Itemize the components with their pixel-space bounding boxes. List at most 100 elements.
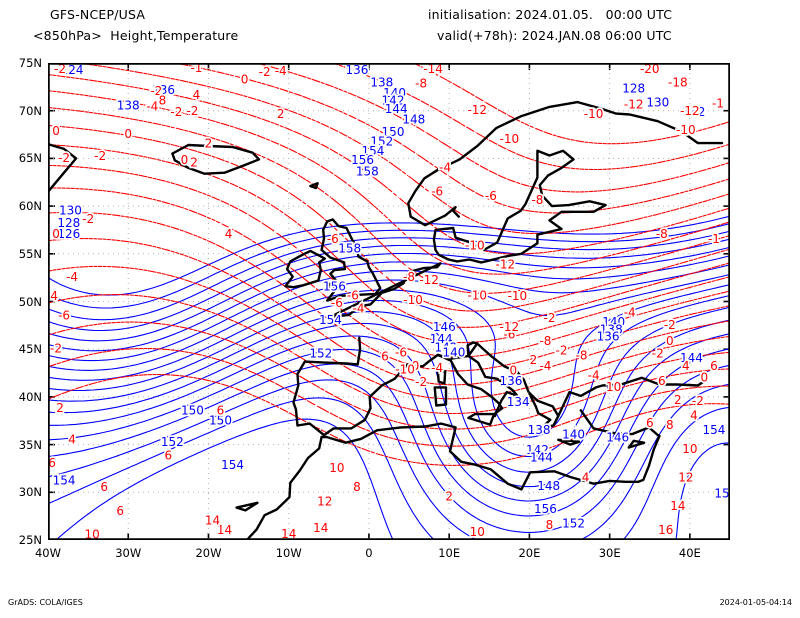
contour-label: 144 bbox=[680, 351, 703, 365]
contour-label: -4 bbox=[353, 302, 365, 316]
contour-label: -4 bbox=[275, 64, 287, 78]
contour-label-halo: 154 bbox=[361, 144, 384, 158]
contour-label-halo: -12 bbox=[500, 320, 520, 334]
contour-label-halo: 150 bbox=[181, 404, 204, 418]
contour-label-halo: 138 bbox=[370, 76, 393, 90]
contour-label-halo: 10 bbox=[682, 442, 697, 456]
coastline bbox=[292, 336, 479, 437]
contour-label-halo: -2 bbox=[58, 151, 70, 165]
contour-label-halo: 6 bbox=[646, 416, 654, 430]
contour-label-halo: 144 bbox=[680, 351, 703, 365]
x-tick-label: 30W bbox=[115, 546, 142, 560]
contour-label-halo: -2 bbox=[692, 394, 704, 408]
contour-labels-layer: 1241241301301281281261261381381361361361… bbox=[48, 63, 730, 540]
source-label: GrADS: COLA/IGES bbox=[8, 598, 83, 607]
contour-label: 156 bbox=[351, 153, 374, 167]
contour-label: -1 bbox=[190, 63, 202, 75]
contour-label-halo: 156 bbox=[323, 280, 346, 294]
contour-label-halo: 6 bbox=[710, 359, 718, 373]
contour-label: 4 bbox=[193, 88, 201, 102]
contour-label-halo: 158 bbox=[356, 164, 379, 178]
contour-label-halo: 140 bbox=[602, 315, 625, 329]
contour-label-halo: 124 bbox=[61, 63, 84, 77]
x-tick-label: 30E bbox=[598, 546, 621, 560]
contour-label-halo: -4 bbox=[66, 270, 78, 284]
contour-label: -2 bbox=[50, 342, 62, 356]
contour-label-halo: 4 bbox=[68, 432, 76, 446]
contour-label: 136 bbox=[597, 329, 620, 343]
contour-label: 14 bbox=[670, 499, 685, 513]
contour-label: -12 bbox=[496, 258, 516, 272]
contour-label-halo: 6 bbox=[48, 456, 56, 470]
contour-label-halo: -4 bbox=[588, 368, 600, 382]
contour-label-halo: -1 bbox=[190, 63, 202, 75]
contour-label: 8 bbox=[353, 480, 361, 494]
contour-label-halo: 10 bbox=[329, 461, 344, 475]
contour-label-halo: 128 bbox=[57, 216, 80, 230]
contour-label-halo: -4 bbox=[146, 99, 158, 113]
contour-label: 146 bbox=[606, 430, 629, 444]
contour-label-halo: 148 bbox=[537, 479, 560, 493]
height-isoline bbox=[48, 348, 730, 517]
contour-label: 14 bbox=[313, 521, 328, 535]
contour-label: 124 bbox=[61, 63, 84, 77]
contour-label: 6 bbox=[646, 416, 654, 430]
contour-label-halo: -20 bbox=[640, 63, 660, 76]
contour-label: 130 bbox=[59, 203, 82, 217]
contour-label-halo: 132 bbox=[682, 105, 705, 119]
coastline-layer bbox=[48, 100, 724, 540]
contour-label-halo: 126 bbox=[57, 227, 80, 241]
contour-label-halo: 0 bbox=[124, 127, 132, 141]
y-tick-label: 45N bbox=[18, 342, 42, 357]
height-isoline bbox=[48, 397, 730, 540]
contour-label-halo: -2 bbox=[652, 346, 664, 360]
contour-label: 150 bbox=[209, 413, 232, 427]
contour-label: -12 bbox=[624, 97, 644, 111]
contour-label-halo: -8 bbox=[539, 334, 551, 348]
contour-label: 128 bbox=[57, 216, 80, 230]
contour-label-halo: 138 bbox=[117, 98, 140, 112]
contour-label: 142 bbox=[435, 341, 458, 355]
contour-label-halo: -18 bbox=[668, 76, 688, 90]
contour-label-halo: 8 bbox=[666, 418, 674, 432]
contour-label: -4 bbox=[588, 368, 600, 382]
contour-label-halo: -2 bbox=[170, 105, 182, 119]
plot-frame bbox=[48, 63, 730, 540]
coastline bbox=[235, 501, 259, 512]
contour-label: -10 bbox=[584, 107, 604, 121]
contour-label-halo: 150 bbox=[209, 413, 232, 427]
contour-label: -8 bbox=[154, 94, 166, 108]
contour-label: -10 bbox=[467, 288, 487, 302]
contour-label: 134 bbox=[507, 395, 530, 409]
contour-label-halo: -8 bbox=[531, 193, 543, 207]
temperature-isoline bbox=[48, 73, 730, 255]
contour-label: 132 bbox=[682, 105, 705, 119]
x-tick-label: 40E bbox=[678, 546, 701, 560]
contour-label-halo: 14 bbox=[313, 521, 328, 535]
contour-label-halo: 14 bbox=[281, 527, 296, 540]
contour-label: -4 bbox=[624, 305, 636, 319]
contour-label: -8 bbox=[539, 334, 551, 348]
contour-label: 154 bbox=[361, 144, 384, 158]
contour-label: 10 bbox=[329, 461, 344, 475]
contour-label: 138 bbox=[600, 323, 623, 337]
contour-label-halo: -8 bbox=[415, 76, 427, 90]
contour-label-halo: 154 bbox=[221, 458, 244, 472]
contour-label: 150 bbox=[181, 404, 204, 418]
contour-label-halo: 156 bbox=[534, 502, 557, 516]
contour-label-halo: 152 bbox=[562, 516, 585, 530]
contour-label-halo: 136 bbox=[345, 63, 368, 77]
contour-label-halo: 2 bbox=[530, 353, 538, 367]
contour-label-halo: -14 bbox=[423, 63, 443, 76]
contour-label-halo: -1 bbox=[708, 232, 720, 246]
y-tick-label: 75N bbox=[18, 56, 42, 70]
contour-label-halo: 154 bbox=[702, 423, 725, 437]
level-fields-label: <850hPa> Height,Temperature bbox=[33, 28, 239, 43]
height-isoline bbox=[48, 306, 730, 473]
coastline bbox=[476, 343, 560, 429]
contour-label-halo: 138 bbox=[600, 323, 623, 337]
contour-label: -2 bbox=[58, 151, 70, 165]
contour-label: -8 bbox=[656, 227, 668, 241]
temperature-contour-layer bbox=[48, 63, 730, 466]
timestamp-label: 2024-01-05-04:14 bbox=[719, 598, 792, 607]
